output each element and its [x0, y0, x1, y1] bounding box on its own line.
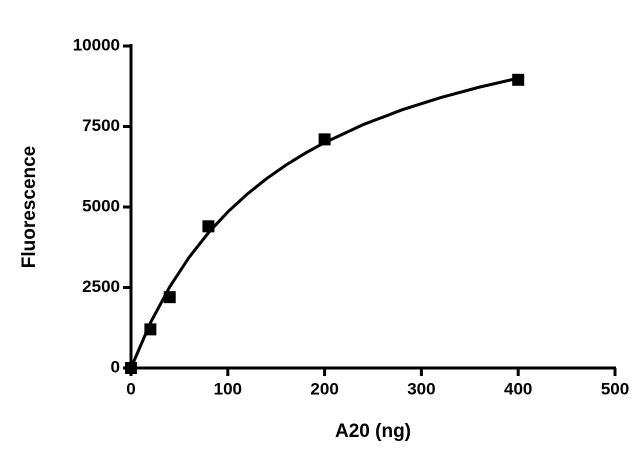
x-tick-label: 0 [126, 379, 135, 398]
y-tick-label: 7500 [82, 116, 120, 135]
y-axis-title: Fluorescence [19, 146, 40, 269]
x-tick-label: 200 [310, 379, 338, 398]
y-tick-label: 10000 [73, 35, 120, 54]
y-tick-label: 2500 [82, 277, 120, 296]
x-tick-label: 100 [214, 379, 242, 398]
y-tick-label: 5000 [82, 196, 120, 215]
x-tick-label: 400 [504, 379, 532, 398]
fit-curve [129, 76, 519, 369]
x-tick-label: 500 [601, 379, 629, 398]
x-axis-title: A20 (ng) [335, 421, 411, 442]
x-tick-label: 300 [407, 379, 435, 398]
data-point [512, 73, 525, 86]
y-tick-label: 0 [111, 357, 120, 376]
